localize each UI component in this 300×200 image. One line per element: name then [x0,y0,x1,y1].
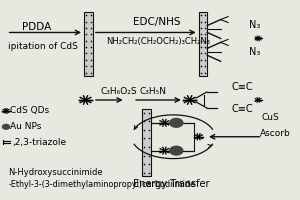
Text: CdS QDs: CdS QDs [10,106,49,115]
Text: C≡C: C≡C [231,82,253,92]
Bar [199,12,207,76]
Text: C₃H₆O₂S: C₃H₆O₂S [100,87,137,96]
Text: NH₂CH₂(CH₂OCH₂)₃CH₂N₃: NH₂CH₂(CH₂OCH₂)₃CH₂N₃ [106,37,210,46]
Text: N-Hydroxysuccinimide: N-Hydroxysuccinimide [8,168,103,177]
Text: C₃H₅N: C₃H₅N [139,87,166,96]
Text: ,2,3-triazole: ,2,3-triazole [13,138,67,147]
Text: N₃: N₃ [249,47,261,57]
Text: CuS: CuS [261,113,279,122]
Text: C≡C: C≡C [231,104,253,114]
Text: -Ethyl-3-(3-dimethylaminopropyl)carbodiimide: -Ethyl-3-(3-dimethylaminopropyl)carbodii… [8,180,195,189]
Bar [142,109,151,176]
Circle shape [170,146,183,155]
Text: PDDA: PDDA [22,22,51,32]
Text: N₃: N₃ [249,20,261,30]
Text: Energy Transfer: Energy Transfer [133,179,210,189]
Text: EDC/NHS: EDC/NHS [133,17,181,27]
Circle shape [170,118,183,127]
Bar [84,12,93,76]
Text: Au NPs: Au NPs [10,122,41,131]
Text: ipitation of CdS: ipitation of CdS [8,42,78,51]
Text: Ascorb: Ascorb [260,129,291,138]
Circle shape [2,124,10,129]
